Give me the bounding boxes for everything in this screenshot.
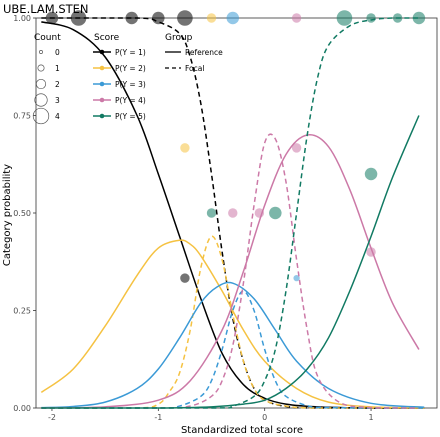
observed-point [206,208,217,218]
observed-point [291,143,302,153]
observed-point [269,206,282,220]
legend-score-key-dot [99,49,105,55]
observed-point [226,11,240,25]
legend-score-key-dot [99,81,105,87]
legend-group-title: Group [165,33,193,43]
x-axis: -2 -1 0 1 [48,408,374,422]
y-axis: 0.00 0.25 0.50 0.75 1.00 [13,14,36,413]
legend-score-title: Score [94,33,120,43]
legend-count-label: 4 [55,112,60,121]
legend-group-label: Reference [185,48,223,57]
observed-point [336,10,353,26]
probability-curves [40,17,425,409]
x-axis-title: Standardized total score [181,425,303,436]
legend-score-label: P(Y = 2) [115,64,146,73]
observed-point [412,11,426,25]
curve-2-focal [41,235,425,409]
observed-point [180,143,190,153]
curve-2-reference [40,239,425,409]
observed-point [366,13,376,23]
observed-point [125,11,138,25]
y-tick-label: 0.50 [13,209,31,218]
curve-3-focal [41,290,425,409]
legend-score-label: P(Y = 1) [115,48,146,57]
curve-5-reference [41,115,420,409]
y-tick-label: 1.00 [13,14,31,23]
x-tick-label: -2 [48,413,56,422]
curve-1-focal [41,17,425,409]
y-tick-label: 0.75 [13,112,31,121]
legend-count-key [39,50,43,54]
legend-count-key [35,78,47,90]
observed-point [177,10,193,26]
curve-4-focal [41,133,419,409]
legend-score-key-dot [99,65,105,71]
observed-point [364,167,378,181]
legend-score-label: P(Y = 3) [115,80,146,89]
legend-count-label: 2 [55,80,60,89]
legend-score-key-dot [99,113,105,119]
legend-count-label: 1 [55,64,60,73]
observed-point [291,13,302,23]
observed-point [228,208,238,218]
curve-3-reference [41,281,425,409]
y-tick-label: 0.00 [13,404,31,413]
y-axis-title: Category probability [2,164,13,266]
observed-point [206,13,217,23]
legend-count-label: 3 [55,96,60,105]
observed-point [293,274,300,282]
legend-score-label: P(Y = 4) [115,96,146,105]
legend-count-label: 0 [55,48,60,57]
x-tick-label: -1 [154,413,162,422]
legend-score-label: P(Y = 5) [115,112,146,121]
legend-count-key [32,107,50,125]
legend-score-key-dot [99,97,105,103]
legend-group-label: Focal [185,64,204,73]
legend-count-key [37,64,45,72]
x-tick-label: 1 [369,413,374,422]
legend-count-key [34,93,48,107]
legend-count-title: Count [34,33,61,43]
legend: Count 0 1 2 3 4 Score P(Y = 1) P(Y = 2) P(Y = 3) P… [32,33,223,125]
y-tick-label: 0.25 [13,307,31,316]
observed-point [152,11,165,25]
observed-point [180,273,190,283]
x-tick-label: 0 [262,413,267,422]
chart-title: UBE.LAM.STEN [3,2,89,16]
